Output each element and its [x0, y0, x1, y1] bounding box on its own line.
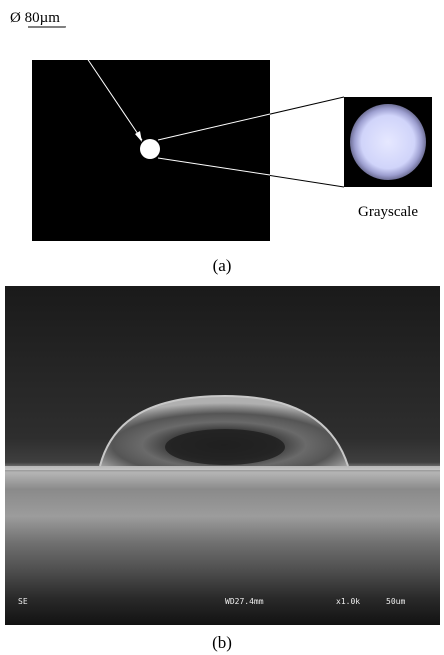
sem-bump-core — [165, 429, 285, 465]
sem-wd: WD27.4mm — [225, 597, 264, 606]
sem-mag: x1.0k — [336, 597, 360, 606]
caption-a: (a) — [213, 256, 232, 275]
sem-surface — [5, 466, 440, 470]
sem-detector: SE — [18, 597, 28, 606]
sem-scale: 50um — [386, 597, 405, 606]
diameter-label: Ø 80µm — [10, 10, 60, 26]
figure: Ø 80µm Grayscale (a) SE WD27.4mm x1.0k 5… — [0, 0, 444, 655]
zoom-droplet — [350, 104, 426, 180]
droplet-dot — [140, 139, 160, 159]
zoom-label: Grayscale — [358, 204, 418, 220]
caption-b: (b) — [212, 633, 232, 652]
page: Ø 80µm Grayscale (a) SE WD27.4mm x1.0k 5… — [0, 0, 444, 655]
